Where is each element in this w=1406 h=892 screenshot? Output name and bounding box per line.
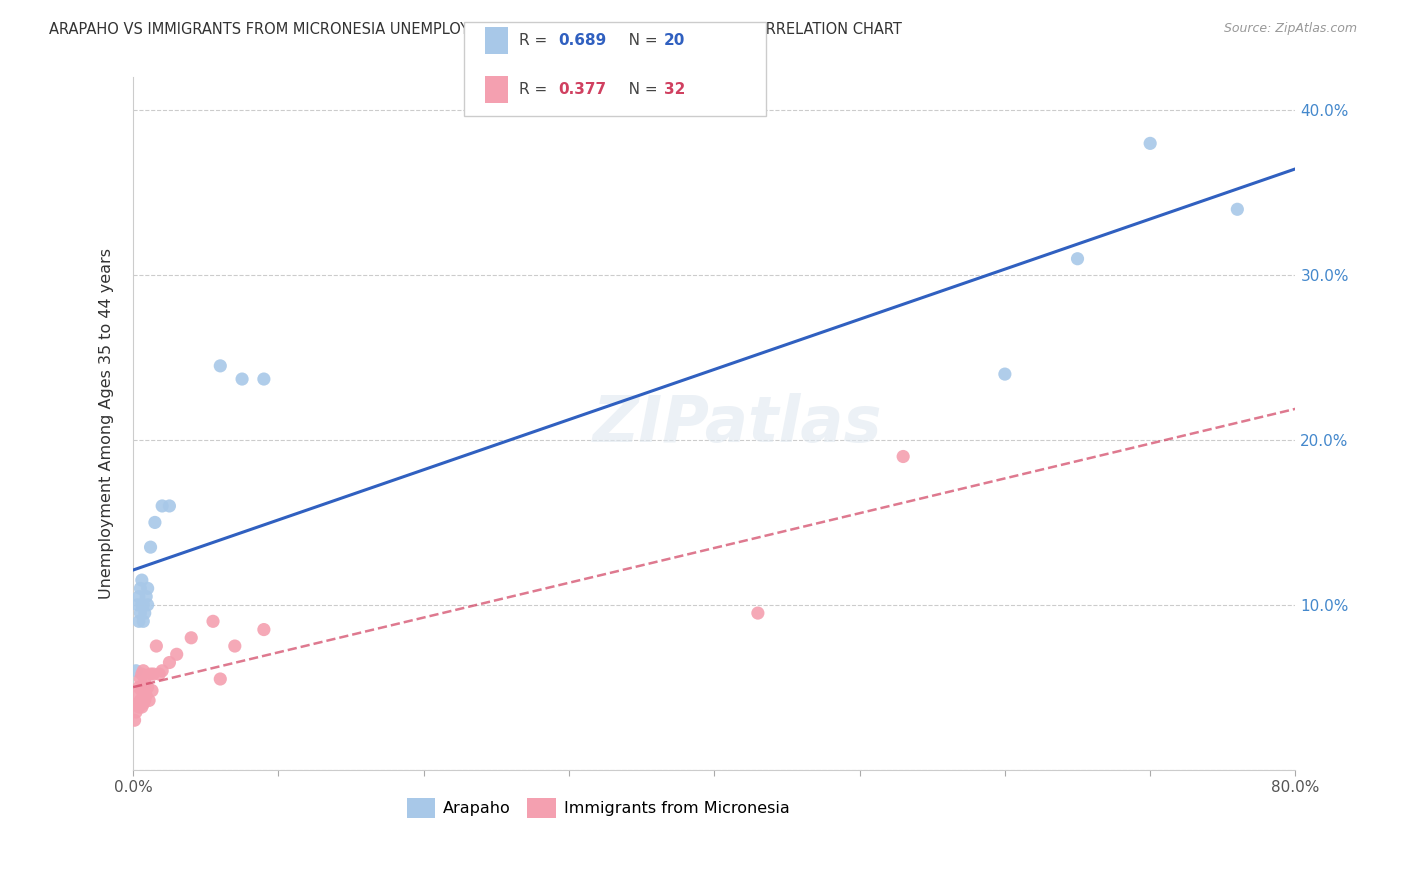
Point (127, 689, 149, 703)
Point (1226, 202, 1249, 217)
Point (129, 582, 152, 596)
Point (1066, 252, 1088, 266)
Point (131, 683, 153, 698)
Text: 32: 32 (664, 82, 685, 96)
Point (166, 648, 188, 662)
Point (891, 450, 914, 464)
Point (136, 582, 159, 596)
Point (124, 713, 146, 727)
Text: Source: ZipAtlas.com: Source: ZipAtlas.com (1223, 22, 1357, 36)
Point (132, 664, 155, 678)
Point (202, 615, 225, 629)
Point (150, 664, 173, 678)
Text: 0.689: 0.689 (558, 33, 606, 47)
Point (224, 639, 246, 653)
Point (139, 540, 162, 554)
Text: N =: N = (614, 33, 662, 47)
Text: ARAPAHO VS IMMIGRANTS FROM MICRONESIA UNEMPLOYMENT AMONG AGES 35 TO 44 YEARS COR: ARAPAHO VS IMMIGRANTS FROM MICRONESIA UN… (49, 22, 903, 37)
Point (131, 667, 153, 681)
Point (129, 693, 152, 707)
Point (150, 499, 173, 513)
Point (159, 499, 181, 513)
Point (136, 598, 159, 612)
Point (994, 367, 1017, 381)
Point (128, 615, 150, 629)
Point (127, 697, 149, 711)
Point (134, 606, 156, 620)
Point (134, 693, 156, 707)
Point (128, 680, 150, 694)
Point (209, 672, 232, 686)
Point (141, 683, 163, 698)
Text: R =: R = (519, 33, 553, 47)
Point (131, 598, 153, 612)
Point (128, 700, 150, 714)
Point (132, 697, 155, 711)
Y-axis label: Unemployment Among Ages 35 to 44 years: Unemployment Among Ages 35 to 44 years (100, 248, 114, 599)
Point (132, 615, 155, 629)
Point (253, 372, 276, 386)
Text: 0.377: 0.377 (558, 82, 606, 96)
Point (127, 598, 149, 612)
Point (145, 639, 167, 653)
Point (253, 623, 276, 637)
Point (209, 359, 232, 373)
Text: R =: R = (519, 82, 553, 96)
Legend: Arapaho, Immigrants from Micronesia: Arapaho, Immigrants from Micronesia (401, 792, 796, 824)
Point (131, 573, 153, 587)
Point (159, 656, 181, 670)
Point (135, 689, 157, 703)
Point (125, 705, 148, 719)
Point (125, 664, 148, 678)
Point (136, 680, 159, 694)
Point (131, 700, 153, 714)
Point (132, 598, 155, 612)
Point (747, 606, 769, 620)
Point (143, 516, 166, 530)
Point (1139, 136, 1161, 151)
Point (231, 372, 253, 386)
Point (134, 672, 156, 686)
Text: 20: 20 (664, 33, 685, 47)
Point (128, 590, 150, 604)
Point (129, 672, 152, 686)
Text: ZIPatlas: ZIPatlas (593, 392, 883, 455)
Point (138, 693, 160, 707)
Point (135, 590, 157, 604)
Point (129, 606, 152, 620)
Point (142, 667, 165, 681)
Point (139, 667, 162, 681)
Text: N =: N = (614, 82, 662, 96)
Point (148, 667, 170, 681)
Point (180, 631, 202, 645)
